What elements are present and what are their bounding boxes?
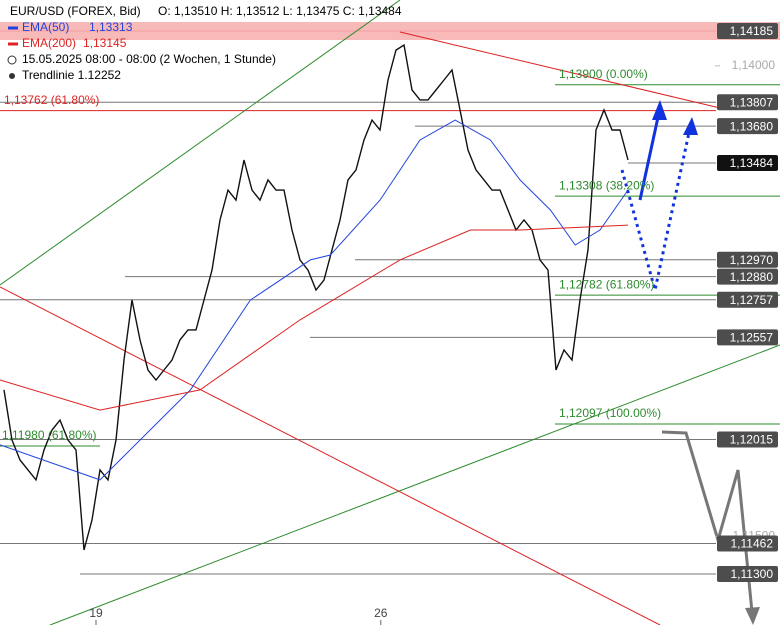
price-box	[717, 329, 778, 346]
ema-line	[0, 224, 629, 411]
price-box	[717, 94, 778, 111]
price-box	[717, 291, 778, 308]
legend-value: 1,13313	[89, 20, 133, 34]
price-label: 1,13484	[730, 156, 774, 170]
price-box	[717, 23, 778, 40]
fib-label: 1,12782 (61.80%)	[559, 277, 654, 291]
scenario-arrow	[638, 107, 662, 201]
arrow-head	[652, 100, 667, 120]
price-box	[717, 268, 778, 285]
fib-label: 1,13900 (0.00%)	[559, 67, 648, 81]
trend-icon	[9, 73, 15, 79]
plot-layer	[0, 30, 780, 575]
price-box	[717, 118, 778, 135]
price-label: 1,12557	[730, 331, 774, 345]
fib-label: 1,13762 (61.80%)	[4, 93, 99, 107]
legend-entry: EMA(200)	[22, 36, 76, 50]
clock-icon	[7, 55, 17, 65]
price-box	[717, 251, 778, 268]
trend-channel	[49, 344, 780, 625]
scenario-arrow	[661, 430, 754, 613]
ema-line	[0, 119, 629, 481]
price-box	[717, 431, 778, 448]
price-label: 1,13680	[730, 119, 774, 133]
price-line	[3, 43, 629, 551]
price-box	[717, 565, 778, 582]
arrow-head	[745, 607, 760, 625]
price-label: 1,11300	[731, 567, 774, 581]
trend-line	[399, 31, 721, 109]
trendline: Trendlinie 1.12252	[22, 68, 121, 82]
price-label: 1,14185	[730, 24, 774, 38]
x-tick-label: 19	[89, 606, 103, 620]
legend-value: 1,13145	[83, 36, 127, 50]
legend: EUR/USD (FOREX, Bid) O: 1,13510 H: 1,135…	[7, 4, 402, 82]
trend-line	[0, 286, 661, 625]
fib-label: 1,11980 (61.80%)	[2, 428, 97, 442]
ohlc: O: 1,13510 H: 1,13512 L: 1,13475 C: 1,13…	[158, 4, 402, 18]
arrow-head	[683, 117, 698, 135]
price-box	[717, 535, 778, 552]
price-label: 1,13807	[730, 95, 774, 109]
price-label: 1,11462	[731, 537, 774, 551]
price-label: 1,12757	[730, 293, 774, 307]
y-tick-label: 1,14000	[732, 58, 776, 72]
legend-symbol: EUR/USD (FOREX, Bid)	[10, 4, 141, 18]
scenario-arrow	[620, 127, 692, 291]
price-label: 1,12015	[730, 433, 774, 447]
fib-label: 1,12097 (100.00%)	[559, 406, 661, 420]
legend-entry: EMA(50)	[22, 20, 69, 34]
period: 15.05.2025 08:00 - 08:00 (2 Wochen, 1 St…	[22, 52, 276, 66]
trend-channel	[0, 0, 401, 286]
axis-layer: 1,140001,1150019261,141851,138071,136801…	[2, 23, 778, 625]
series-layer	[0, 43, 629, 551]
price-box	[717, 154, 778, 171]
price-label: 1,12970	[730, 253, 774, 267]
x-tick-label: 26	[374, 606, 388, 620]
price-label: 1,12880	[730, 270, 774, 284]
fib-label: 1,13308 (38.20%)	[559, 178, 654, 192]
